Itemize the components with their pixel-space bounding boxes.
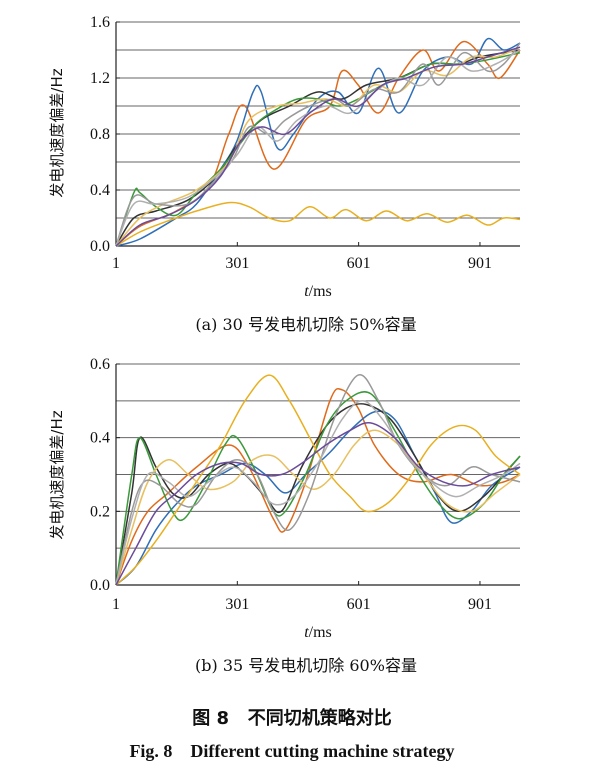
- x-tick-label: 301: [225, 596, 249, 613]
- series-line-7: [115, 374, 521, 586]
- x-tick-label: 601: [347, 255, 371, 272]
- figure-caption-cn: 图 8 不同切机策略对比: [192, 707, 392, 729]
- series-line-9: [115, 421, 521, 586]
- chart-a-xlabel: t/ms: [304, 283, 332, 300]
- x-tick-label: 901: [468, 596, 492, 613]
- y-tick-label: 0.0: [90, 577, 110, 594]
- series-line-8: [115, 49, 521, 247]
- chart-a: 发电机速度偏差/Hz 0.0 0.4 0.8 1.2 1.6 1 301 601 901 t/…: [48, 14, 521, 334]
- chart-b-ylabel: 发电机速度偏差/Hz: [48, 410, 66, 539]
- chart-b: 发电机速度偏差/Hz 0.00.20.40.6 1 301 601 901 t/ms …: [48, 356, 521, 675]
- series-line-1: [115, 387, 521, 586]
- x-tick-label: 301: [225, 255, 249, 272]
- chart-b-grid: [116, 363, 520, 549]
- chart-b-axes: [115, 364, 520, 586]
- series-line-9: [115, 46, 521, 247]
- chart-a-yticks: 0.0 0.4 0.8 1.2 1.6: [90, 14, 120, 255]
- series-line-6: [115, 46, 521, 247]
- y-tick-label: 0.0: [90, 238, 110, 255]
- y-tick-label: 0.2: [90, 503, 110, 520]
- chart-a-grid: [116, 21, 520, 219]
- chart-a-xticks: 1 301 601 901: [112, 242, 492, 272]
- x-tick-label: 601: [347, 596, 371, 613]
- x-tick-label: 1: [112, 255, 120, 272]
- series-line-3: [115, 403, 521, 586]
- series-line-8: [115, 400, 521, 586]
- series-line-3: [115, 49, 521, 247]
- chart-b-xlabel: t/ms: [304, 624, 332, 641]
- y-tick-label: 1.6: [90, 14, 110, 31]
- chart-b-yticks: 0.0 0.2 0.4 0.6: [90, 356, 120, 594]
- figure-caption-en: Fig. 8 Different cutting machine strateg…: [129, 741, 454, 761]
- x-tick-label: 901: [468, 255, 492, 272]
- chart-b-xticks: 1 301 601 901: [112, 581, 492, 613]
- y-tick-label: 1.2: [90, 70, 110, 87]
- y-tick-label: 0.4: [90, 430, 110, 447]
- series-line-5: [115, 374, 521, 586]
- chart-b-subtitle: (b) 35 号发电机切除 60%容量: [195, 656, 417, 675]
- series-line-5: [115, 201, 521, 247]
- y-tick-label: 0.6: [90, 356, 110, 373]
- series-line-4: [115, 391, 521, 586]
- x-tick-label: 1: [112, 596, 120, 613]
- chart-a-ylabel: 发电机速度偏差/Hz: [48, 68, 66, 197]
- y-tick-label: 0.4: [90, 182, 110, 199]
- chart-a-series: [115, 37, 521, 247]
- chart-b-series: [115, 374, 521, 586]
- chart-a-subtitle: (a) 30 号发电机切除 50%容量: [195, 315, 416, 334]
- y-tick-label: 0.8: [90, 126, 110, 143]
